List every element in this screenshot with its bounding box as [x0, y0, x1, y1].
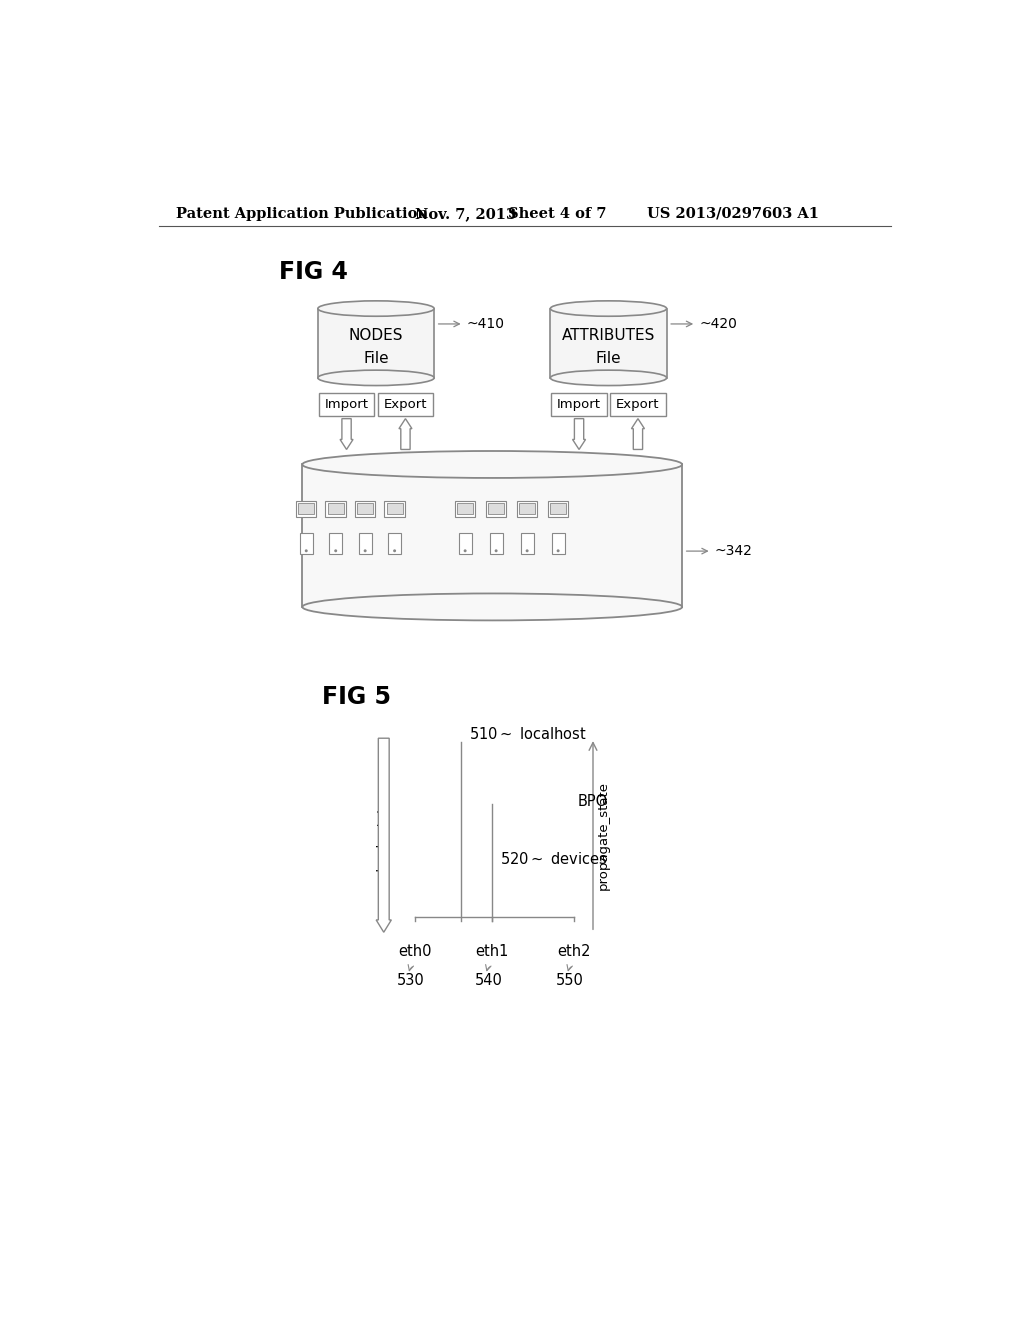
Bar	[489, 533, 503, 553]
Polygon shape	[399, 418, 412, 449]
Bar	[298, 503, 314, 515]
Text: Sheet 4 of 7: Sheet 4 of 7	[508, 207, 606, 220]
Bar	[548, 500, 568, 516]
Bar	[326, 500, 346, 516]
Text: FIG 4: FIG 4	[280, 260, 348, 284]
Text: eth0: eth0	[398, 944, 431, 960]
Bar	[550, 503, 566, 515]
Bar	[355, 500, 376, 516]
Circle shape	[334, 549, 337, 552]
Text: NODES
File: NODES File	[349, 329, 403, 366]
Text: FIG 5: FIG 5	[322, 685, 391, 709]
Ellipse shape	[550, 301, 667, 317]
Bar	[388, 533, 401, 553]
Circle shape	[464, 549, 467, 552]
Ellipse shape	[302, 594, 682, 620]
Bar	[357, 503, 373, 515]
Text: US 2013/0297603 A1: US 2013/0297603 A1	[647, 207, 819, 220]
Bar	[329, 533, 342, 553]
Polygon shape	[340, 418, 353, 449]
Text: Import: Import	[557, 399, 601, 412]
Bar	[302, 465, 682, 607]
Bar	[551, 393, 607, 416]
Ellipse shape	[317, 301, 434, 317]
Text: Patent Application Publication: Patent Application Publication	[176, 207, 428, 220]
Ellipse shape	[550, 370, 667, 385]
Bar	[459, 533, 472, 553]
Bar	[387, 503, 402, 515]
Bar	[517, 500, 538, 516]
Bar	[296, 500, 316, 516]
Text: 550: 550	[556, 973, 584, 989]
Bar	[384, 500, 404, 516]
Bar	[610, 393, 666, 416]
Text: check_states: check_states	[376, 792, 389, 879]
Bar	[300, 533, 312, 553]
Text: 510$\sim$ localhost: 510$\sim$ localhost	[469, 726, 587, 742]
Bar	[318, 393, 375, 416]
Circle shape	[305, 549, 308, 552]
Bar	[317, 309, 434, 378]
Text: Import: Import	[325, 399, 369, 412]
Text: 530: 530	[397, 973, 425, 989]
Text: Nov. 7, 2013: Nov. 7, 2013	[415, 207, 516, 220]
Bar	[378, 393, 433, 416]
Circle shape	[393, 549, 396, 552]
Polygon shape	[572, 418, 586, 449]
Text: Export: Export	[384, 399, 427, 412]
Bar	[550, 309, 667, 378]
Text: BPO: BPO	[578, 793, 608, 809]
Text: ~420: ~420	[699, 317, 737, 331]
Text: ~410: ~410	[467, 317, 505, 331]
Bar	[488, 503, 504, 515]
Bar	[552, 533, 564, 553]
Text: eth1: eth1	[475, 944, 509, 960]
Bar	[520, 533, 534, 553]
Circle shape	[557, 549, 559, 552]
Bar	[519, 503, 536, 515]
Bar	[358, 533, 372, 553]
Text: 540: 540	[474, 973, 503, 989]
Text: propagate_state: propagate_state	[597, 780, 610, 890]
Text: ~342: ~342	[715, 544, 753, 558]
Bar	[455, 500, 475, 516]
Bar	[328, 503, 344, 515]
Text: Export: Export	[616, 399, 659, 412]
Circle shape	[364, 549, 367, 552]
Text: eth2: eth2	[557, 944, 591, 960]
Circle shape	[495, 549, 498, 552]
Text: 520$\sim$ devices: 520$\sim$ devices	[500, 851, 607, 867]
Polygon shape	[632, 418, 644, 449]
Bar	[457, 503, 473, 515]
Ellipse shape	[317, 370, 434, 385]
Circle shape	[525, 549, 528, 552]
Bar	[486, 500, 506, 516]
Ellipse shape	[302, 451, 682, 478]
Polygon shape	[376, 738, 391, 932]
Text: ATTRIBUTES
File: ATTRIBUTES File	[562, 329, 655, 366]
